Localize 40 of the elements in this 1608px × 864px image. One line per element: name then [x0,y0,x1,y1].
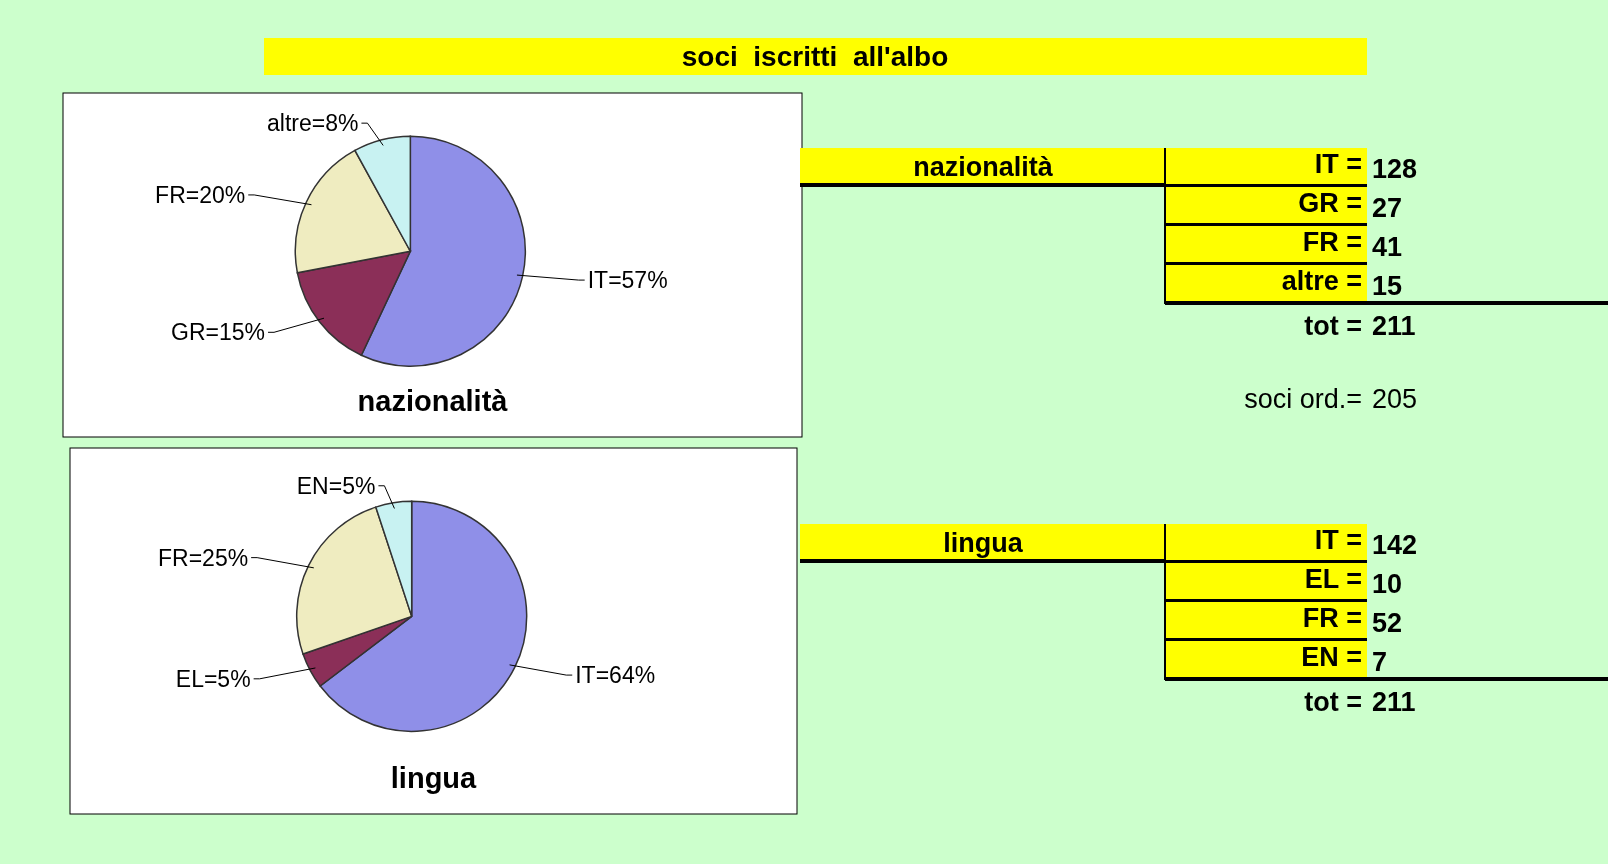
slice-label: EN [296,472,329,499]
text: nazionalità [913,152,1054,182]
category-label: IT = [1314,525,1362,555]
text: soci ord.= 205 [1244,384,1418,414]
data-label: =64% [595,662,656,689]
data-label: =15% [205,319,266,346]
category-label: GR = [1298,188,1362,218]
data-label: 142 [1372,530,1418,560]
slice-label: altre [266,110,312,137]
slice-label: GR [171,319,206,346]
data-label: =57% [608,267,668,294]
data-label: 128 [1372,154,1418,184]
category-label: FR = [1302,227,1362,257]
category-label: FR = [1302,603,1362,633]
slice-label: EL [175,665,205,692]
category-label: altre = [1281,266,1362,296]
data-label: 10 [1372,569,1403,599]
data-label: =8% [311,110,359,137]
category-label: EL = [1304,564,1362,594]
data-label: 41 [1372,232,1403,262]
data-label: 15 [1372,271,1403,301]
text: lingua [390,762,478,794]
data-label: 7 [1372,647,1388,677]
text: tot = 211 [1304,687,1416,717]
text: soci iscritti all'albo [681,41,949,72]
data-label: =5% [328,472,376,499]
text: nazionalità [357,385,509,417]
data-label: =20% [185,181,246,208]
data-label: 27 [1372,193,1403,223]
text: tot = 211 [1304,311,1416,341]
category-label: IT = [1314,149,1362,179]
slice-label: IT [575,662,596,689]
slice-label: IT [587,267,609,294]
data-label: =25% [188,544,249,571]
slice-label: FR [155,181,186,208]
slice-label: FR [157,544,189,571]
category-label: EN = [1301,642,1362,672]
data-label: =5% [203,665,251,692]
data-label: 52 [1372,608,1403,638]
text: lingua [943,528,1024,558]
